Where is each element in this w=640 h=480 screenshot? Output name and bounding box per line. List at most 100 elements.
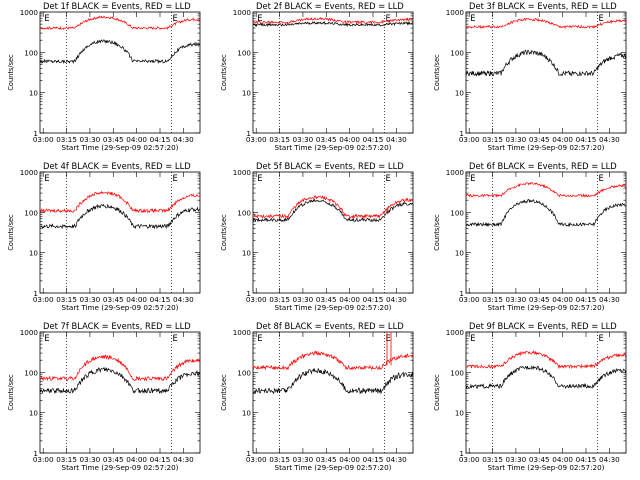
panel-7: Det 7f BLACK = Events, RED = LLD 1 10 100 10… (7, 321, 201, 472)
panel-6: Det 6f BLACK = Events, RED = LLD 1 10 100 10… (433, 161, 627, 312)
xtick-label: 03:15 (482, 135, 503, 144)
ytick-label: 1 (33, 449, 38, 458)
xtick-label: 03:30 (80, 135, 101, 144)
xtick-label: 04:00 (126, 295, 147, 304)
plot-frame (252, 331, 414, 454)
ytick-label: 1000 (233, 8, 252, 17)
y-axis-label: Counts/sec (433, 54, 441, 91)
panel-title: Det 2f BLACK = Events, RED = LLD (256, 1, 404, 11)
ytick-label: 1000 (233, 328, 252, 337)
ytick-label: 1 (459, 449, 464, 458)
plot-frame (252, 11, 414, 134)
ytick-label: 1000 (20, 328, 39, 337)
lld-series (252, 350, 414, 371)
y-axis-label: Counts/sec (433, 374, 441, 411)
event-marker-label: E (257, 173, 262, 183)
xtick-label: 03:30 (80, 455, 101, 464)
xtick-label: 04:15 (150, 295, 171, 304)
x-axis-label: Start Time (29-Sep-09 02:57:20) (275, 303, 392, 312)
xtick-label: 03:15 (269, 135, 290, 144)
y-axis-label: Counts/sec (220, 214, 228, 251)
x-axis-label: Start Time (29-Sep-09 02:57:20) (488, 303, 605, 312)
xtick-label: 03:45 (529, 295, 550, 304)
event-marker-label: E (386, 333, 391, 343)
ytick-label: 100 (450, 208, 464, 217)
events-series (465, 365, 627, 390)
xtick-label: 04:15 (150, 455, 171, 464)
xtick-label: 03:45 (316, 295, 337, 304)
xtick-label: 03:00 (33, 295, 54, 304)
ytick-label: 10 (242, 409, 252, 418)
xtick-label: 03:45 (529, 455, 550, 464)
ytick-label: 1000 (20, 8, 39, 17)
ytick-label: 10 (455, 409, 465, 418)
ytick-label: 1000 (233, 168, 252, 177)
x-axis-label: Start Time (29-Sep-09 02:57:20) (275, 143, 392, 152)
xtick-label: 03:30 (506, 135, 527, 144)
event-marker-label: E (470, 173, 475, 183)
event-marker-label: E (599, 173, 604, 183)
ytick-label: 100 (237, 208, 251, 217)
xtick-label: 04:15 (363, 455, 384, 464)
ytick-label: 100 (237, 368, 251, 377)
events-series (39, 366, 201, 395)
xtick-label: 03:00 (33, 135, 54, 144)
xtick-label: 03:00 (246, 295, 267, 304)
event-marker-label: E (599, 333, 604, 343)
xtick-label: 03:15 (56, 295, 77, 304)
xtick-label: 04:00 (126, 455, 147, 464)
events-series (252, 367, 414, 395)
xtick-label: 03:15 (269, 455, 290, 464)
panel-3: Det 3f BLACK = Events, RED = LLD 1 10 100 10… (433, 1, 627, 152)
ytick-label: 10 (455, 89, 465, 98)
ytick-label: 1 (246, 449, 251, 458)
y-axis-label: Counts/sec (433, 214, 441, 251)
xtick-label: 03:30 (506, 455, 527, 464)
y-axis-label: Counts/sec (7, 374, 15, 411)
ytick-label: 10 (242, 89, 252, 98)
ytick-label: 1 (33, 129, 38, 138)
event-marker-label: E (44, 333, 49, 343)
xtick-label: 04:30 (386, 135, 407, 144)
xtick-label: 03:00 (246, 135, 267, 144)
plot-frame (39, 171, 201, 294)
ytick-label: 100 (237, 48, 251, 57)
xtick-label: 04:15 (576, 295, 597, 304)
xtick-label: 04:15 (576, 455, 597, 464)
xtick-label: 04:15 (363, 135, 384, 144)
lld-series (252, 16, 414, 25)
ytick-label: 100 (24, 48, 38, 57)
xtick-label: 04:30 (386, 455, 407, 464)
event-marker-label: E (470, 333, 475, 343)
xtick-label: 04:30 (173, 135, 194, 144)
ytick-label: 100 (24, 368, 38, 377)
plot-frame (465, 331, 627, 454)
panel-8: Det 8f BLACK = Events, RED = LLD 1 10 100 10… (220, 321, 414, 472)
panel-4: Det 4f BLACK = Events, RED = LLD 1 10 100 10… (7, 161, 201, 312)
panel-5: Det 5f BLACK = Events, RED = LLD 1 10 100 10… (220, 161, 414, 312)
panel-title: Det 7f BLACK = Events, RED = LLD (43, 321, 191, 331)
panel-title: Det 1f BLACK = Events, RED = LLD (43, 1, 191, 11)
xtick-label: 03:45 (103, 135, 124, 144)
xtick-label: 03:30 (80, 295, 101, 304)
events-series (39, 203, 201, 230)
ytick-label: 100 (24, 208, 38, 217)
xtick-label: 04:00 (552, 455, 573, 464)
xtick-label: 03:00 (246, 455, 267, 464)
events-series (253, 20, 414, 28)
ytick-label: 10 (242, 249, 252, 258)
lld-series (39, 15, 201, 30)
xtick-label: 03:15 (482, 295, 503, 304)
ytick-label: 10 (29, 89, 39, 98)
xtick-label: 03:45 (103, 295, 124, 304)
event-marker-label: E (257, 13, 262, 23)
plot-frame (39, 331, 201, 454)
ytick-label: 1000 (20, 168, 39, 177)
ytick-label: 100 (450, 368, 464, 377)
panel-title: Det 8f BLACK = Events, RED = LLD (256, 321, 404, 331)
xtick-label: 04:30 (386, 295, 407, 304)
panel-title: Det 6f BLACK = Events, RED = LLD (469, 161, 617, 171)
xtick-label: 04:00 (552, 295, 573, 304)
ytick-label: 1 (459, 129, 464, 138)
